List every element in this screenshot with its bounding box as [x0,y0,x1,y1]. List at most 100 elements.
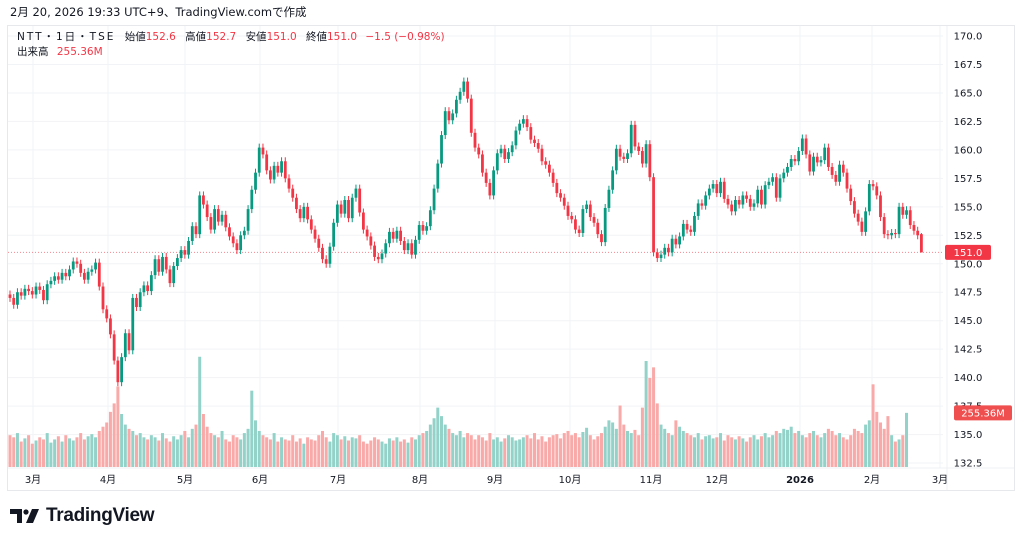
candle-body [722,181,726,199]
candle-body [741,195,745,205]
candle-body [853,201,856,214]
candle-body [819,160,823,163]
candle-body [116,360,120,383]
candle-body [283,161,287,179]
volume-bar [789,426,793,467]
candle-body [600,234,603,243]
time-axis[interactable]: 3月 4月 5月 6月 7月 8月 9月 10月 11月 12月 2026 2月 3月 [25,474,948,486]
volume-bar [142,437,146,467]
candle-body [756,189,760,204]
volume-value: 255.36M [56,46,103,58]
candle-body [269,170,272,180]
candle-body [763,185,767,205]
symbol-label[interactable]: NTT・1日・TSE [17,31,116,43]
candle-body [276,165,280,173]
volume-bar [369,440,373,467]
volume-bar [347,440,351,467]
low-label: 安値 [245,31,267,43]
volume-bar [700,439,704,467]
volume-bar [681,430,685,467]
candle-body [581,209,585,234]
candle-body [135,297,138,308]
candle-body [510,145,514,153]
candle-body [655,252,659,259]
volume-bar [763,433,767,467]
volume-bar [265,437,269,467]
volume-bar [637,435,641,467]
candle-body [808,154,812,172]
time-tick-label: 3月 [25,474,41,486]
volume-row: 出来高 255.36M [17,45,445,60]
candle-body [536,143,540,149]
volume-bar [875,411,879,467]
candle-body [202,195,205,205]
volume-bar [685,433,689,467]
candle-body [79,263,83,273]
volume-bar [90,434,94,467]
candle-body [324,259,328,264]
candle-body [187,240,190,255]
volume-bar [317,435,321,467]
candle-body [343,199,347,214]
ohlc-row: NTT・1日・TSE 始値152.6 高値152.7 安値151.0 終値151… [17,30,445,45]
candle-body [529,127,533,140]
volume-bar [488,433,492,467]
volume-bar [179,435,183,467]
volume-bar [161,433,165,467]
volume-bar [194,424,198,467]
candle-body [309,219,313,230]
volume-bar [473,439,477,467]
candle-body [27,288,30,292]
candle-body [198,195,202,235]
candle-body [897,206,901,235]
low-value: 151.0 [266,31,297,43]
volume-bar [603,426,607,467]
volume-bar [86,436,90,467]
candle-body [402,240,406,251]
volume-bar [246,428,250,467]
time-tick-label: 5月 [177,474,193,486]
candle-body [886,234,890,236]
candle-body [369,236,373,246]
time-tick-label: 10月 [559,474,582,486]
open-label: 始値 [124,31,146,43]
volume-bar [168,441,172,467]
volume-bar [231,435,235,467]
candle-body [908,210,912,226]
volume-bar [239,439,243,467]
volume-bar [406,442,410,467]
candle-body [313,229,317,239]
candle-body [484,172,488,183]
candle-body [789,158,793,167]
candle-body [142,285,146,293]
candle-body [834,174,838,182]
candle-body [120,357,123,383]
candle-body [629,124,633,154]
volume-bar [774,430,778,467]
candle-body [42,289,45,301]
volume-bar [45,433,49,467]
volume-bar [867,420,871,467]
volume-bar [216,437,220,467]
candle-body [782,172,786,179]
candle-body [481,154,484,173]
candle-body [112,334,116,361]
volume-bar [399,441,403,467]
tradingview-logo-icon [10,509,39,523]
candle-body [335,204,339,223]
volume-bar [510,437,514,467]
volume-bar [220,430,224,467]
candle-body [317,238,321,248]
volume-bar [659,424,663,467]
candle-body [298,209,302,219]
price-tick-label: 132.5 [954,459,983,470]
candle-body [767,181,771,186]
volume-bar [808,433,812,467]
volume-bar [640,407,644,467]
candle-body [611,170,615,190]
volume-bar [440,416,444,467]
tradingview-logo[interactable]: TradingView [10,505,155,527]
time-tick-label: 2026 [786,475,814,486]
volume-bar [320,430,324,467]
